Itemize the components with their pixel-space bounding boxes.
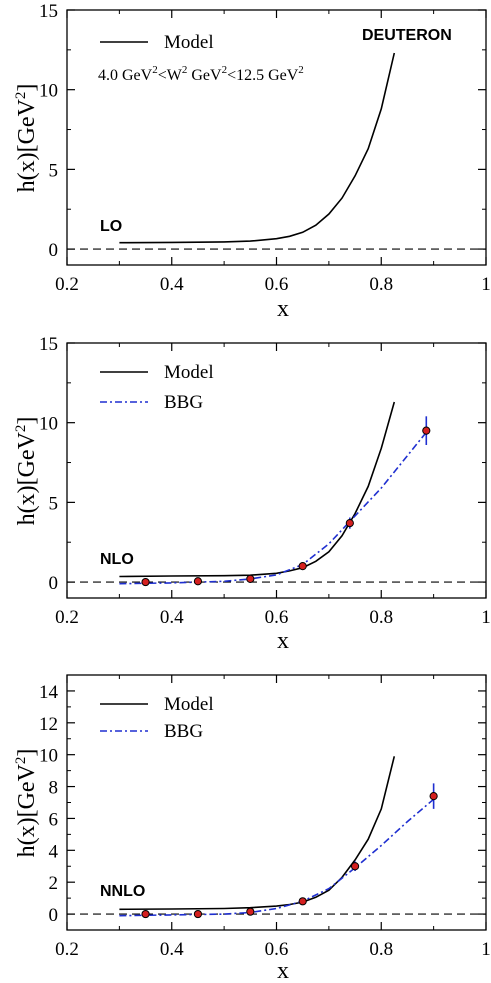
- kin-sup: 2: [222, 64, 228, 76]
- data-point: [141, 577, 150, 587]
- series-layer: [119, 756, 438, 919]
- order-label: NNLO: [100, 883, 145, 900]
- y-tick-label: 0: [49, 573, 59, 594]
- kinematics-range: 4.0 GeV2<W2 GeV2<12.5 GeV2: [98, 64, 304, 84]
- x-axis-title: x: [277, 628, 289, 654]
- kin-part: 4.0 GeV: [98, 67, 153, 84]
- legend-model-label: Model: [164, 694, 214, 715]
- y-title-close: ]: [14, 749, 40, 757]
- kin-part: <W: [158, 67, 183, 84]
- y-title-main: h(x)[GeV: [14, 98, 40, 192]
- y-title-sup: 2: [13, 757, 29, 765]
- x-tick-label: 0.8: [369, 939, 393, 960]
- series-model-line: [119, 401, 396, 578]
- x-tick-label: 0.2: [55, 607, 79, 628]
- x-axis-title: x: [277, 958, 289, 983]
- legend-bbg-label: BBG: [164, 721, 203, 742]
- y-tick-label: 15: [39, 1, 58, 22]
- y-title-sup: 2: [13, 425, 29, 433]
- y-title-main: h(x)[GeV: [14, 763, 40, 857]
- y-axis-title: h(x)[GeV2]: [13, 84, 40, 193]
- x-tick-label: 1: [481, 939, 491, 960]
- x-tick-label: 1: [481, 274, 491, 295]
- x-tick-label: 1: [481, 607, 491, 628]
- data-point: [298, 562, 307, 571]
- legend-bbg-label: BBG: [164, 392, 203, 413]
- data-point: [422, 426, 431, 435]
- x-tick-label: 0.6: [265, 939, 289, 960]
- data-point: [345, 518, 354, 528]
- x-tick-label: 0.6: [265, 607, 289, 628]
- series-model-line: [119, 52, 396, 244]
- y-title-sup: 2: [13, 92, 29, 100]
- data-point: [246, 907, 255, 916]
- legend-model-label: Model: [164, 362, 214, 383]
- y-tick-label: 5: [49, 493, 59, 514]
- y-tick-label: 0: [49, 240, 59, 261]
- x-tick-label: 0.2: [55, 274, 79, 295]
- y-tick-label: 10: [39, 414, 58, 435]
- x-tick-label: 0.4: [160, 607, 184, 628]
- y-title-close: ]: [14, 84, 40, 92]
- y-tick-label: 10: [39, 81, 58, 102]
- y-axis-title: h(x)[GeV2]: [13, 749, 40, 858]
- data-point: [193, 909, 203, 919]
- data-point: [298, 897, 307, 906]
- kin-sup: 2: [298, 64, 304, 76]
- x-axis-title: x: [277, 296, 289, 322]
- data-point: [246, 574, 255, 583]
- data-point: [350, 862, 360, 871]
- kin-part: <12.5 GeV: [227, 67, 299, 84]
- y-tick-label: 14: [39, 682, 59, 703]
- plot-frame: [66, 9, 487, 266]
- data-point: [141, 909, 150, 919]
- y-tick-label: 8: [49, 778, 59, 799]
- data-point: [193, 577, 203, 586]
- y-tick-label: 5: [49, 160, 59, 181]
- kin-part: GeV: [187, 67, 222, 84]
- series-layer: [119, 52, 396, 244]
- kin-sup: 2: [182, 64, 188, 76]
- y-tick-label: 15: [39, 334, 58, 355]
- kin-sup: 2: [152, 64, 158, 76]
- x-tick-label: 0.4: [160, 274, 184, 295]
- legend-model-label: Model: [164, 32, 214, 53]
- y-tick-label: 10: [39, 746, 58, 767]
- y-title-close: ]: [14, 417, 40, 425]
- y-tick-label: 2: [49, 873, 59, 894]
- series-bbg-line: [119, 798, 435, 917]
- x-tick-label: 0.6: [265, 274, 289, 295]
- series-bbg-line: [119, 431, 427, 585]
- data-point: [429, 792, 438, 801]
- series-layer: [119, 401, 431, 587]
- y-axis-title: h(x)[GeV2]: [13, 417, 40, 526]
- order-label: LO: [100, 218, 122, 235]
- y-tick-label: 0: [49, 905, 59, 926]
- x-tick-label: 0.2: [55, 939, 79, 960]
- y-title-main: h(x)[GeV: [14, 431, 40, 525]
- x-tick-label: 0.4: [160, 939, 184, 960]
- order-label: NLO: [100, 551, 134, 568]
- y-tick-label: 12: [39, 714, 58, 735]
- series-model-line: [119, 756, 396, 911]
- y-tick-label: 6: [49, 809, 59, 830]
- target-label: DEUTERON: [362, 27, 452, 44]
- y-tick-label: 4: [49, 841, 59, 862]
- x-tick-label: 0.8: [369, 274, 393, 295]
- x-tick-label: 0.8: [369, 607, 393, 628]
